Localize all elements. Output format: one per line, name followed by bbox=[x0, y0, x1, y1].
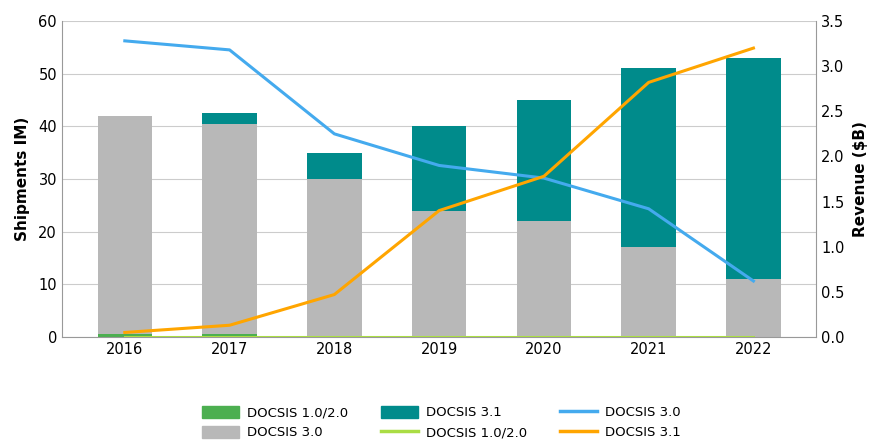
Bar bbox=[97, 116, 152, 334]
Bar bbox=[97, 334, 152, 337]
Bar bbox=[411, 126, 466, 211]
Bar bbox=[202, 334, 257, 337]
Bar bbox=[622, 247, 675, 337]
Bar bbox=[517, 100, 571, 221]
Bar bbox=[517, 221, 571, 337]
Legend: DOCSIS 1.0/2.0, DOCSIS 3.0, DOCSIS 3.1, DOCSIS 1.0/2.0, DOCSIS 3.0, DOCSIS 3.1: DOCSIS 1.0/2.0, DOCSIS 3.0, DOCSIS 3.1, … bbox=[196, 399, 687, 446]
Bar bbox=[202, 124, 257, 334]
Y-axis label: Revenue ($B): Revenue ($B) bbox=[853, 121, 868, 237]
Bar bbox=[726, 279, 781, 337]
Bar bbox=[411, 211, 466, 337]
Bar bbox=[202, 113, 257, 124]
Bar bbox=[726, 58, 781, 279]
Y-axis label: Shipments IM): Shipments IM) bbox=[15, 117, 30, 241]
Bar bbox=[307, 179, 362, 337]
Bar bbox=[307, 153, 362, 179]
Bar bbox=[622, 69, 675, 247]
